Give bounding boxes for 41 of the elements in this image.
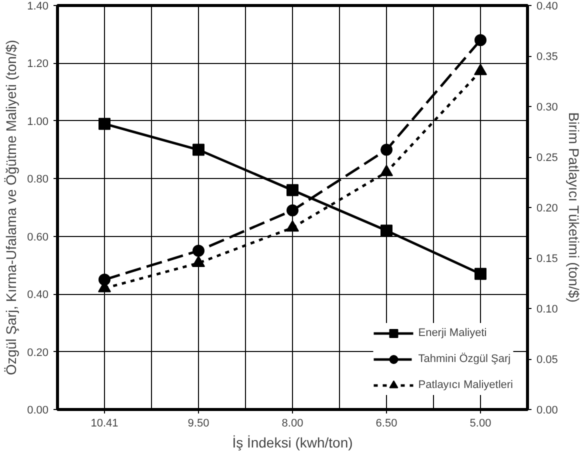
x-tick-label: 6.50 bbox=[376, 418, 398, 430]
y-tick-label: 0.00 bbox=[27, 404, 49, 416]
point bbox=[192, 144, 204, 156]
point bbox=[380, 224, 392, 237]
y-tick-label: 1.40 bbox=[27, 0, 49, 12]
y2-tick-label: 0.05 bbox=[536, 354, 558, 366]
point bbox=[286, 204, 298, 216]
point bbox=[474, 268, 486, 280]
legend-label: Tahmini Özgül Şarj bbox=[418, 353, 511, 365]
y2-tick-label: 0.35 bbox=[536, 51, 558, 63]
y-tick-label: 0.80 bbox=[27, 174, 49, 186]
point bbox=[474, 64, 487, 76]
y2-tick-label: 0.15 bbox=[536, 253, 558, 265]
y2-axis-title: Birim Patlayıcı Tüketimi (ton/$) bbox=[566, 112, 582, 303]
point bbox=[98, 118, 110, 130]
y-tick-label: 0.60 bbox=[27, 231, 49, 244]
y2-tick-label: 0.10 bbox=[536, 304, 558, 316]
point bbox=[192, 244, 204, 257]
legend-label: Enerji Maliyeti bbox=[418, 327, 487, 339]
x-axis-title: İş İndeksi (kwh/ton) bbox=[232, 434, 353, 450]
y2-tick-label: 0.00 bbox=[536, 404, 558, 416]
y-tick-label: 1.20 bbox=[27, 58, 49, 70]
y-tick-label: 0.20 bbox=[27, 346, 49, 359]
legend-label: Patlayıcı Maliyetleri bbox=[418, 379, 513, 391]
y2-tick-label: 0.30 bbox=[536, 102, 558, 114]
point bbox=[286, 220, 299, 232]
y2-tick-label: 0.20 bbox=[536, 202, 558, 214]
x-tick-label: 5.00 bbox=[470, 418, 492, 430]
y2-tick-label: 0.25 bbox=[536, 152, 558, 164]
point bbox=[286, 184, 298, 196]
y-tick-label: 1.00 bbox=[27, 116, 49, 128]
y-tick-label: 0.40 bbox=[27, 289, 49, 302]
point bbox=[380, 144, 392, 156]
x-tick-label: 8.00 bbox=[282, 418, 304, 430]
point bbox=[380, 164, 393, 176]
y-axis-title: Özgül Şarj, Kırma-Ufalama ve Öğütme Maliyeti (ton/$) bbox=[3, 40, 20, 376]
y2-tick-label: 0.40 bbox=[536, 0, 558, 12]
point bbox=[474, 34, 486, 46]
point bbox=[192, 256, 205, 268]
x-tick-label: 9.50 bbox=[188, 418, 210, 430]
x-tick-label: 10.41 bbox=[90, 418, 118, 430]
